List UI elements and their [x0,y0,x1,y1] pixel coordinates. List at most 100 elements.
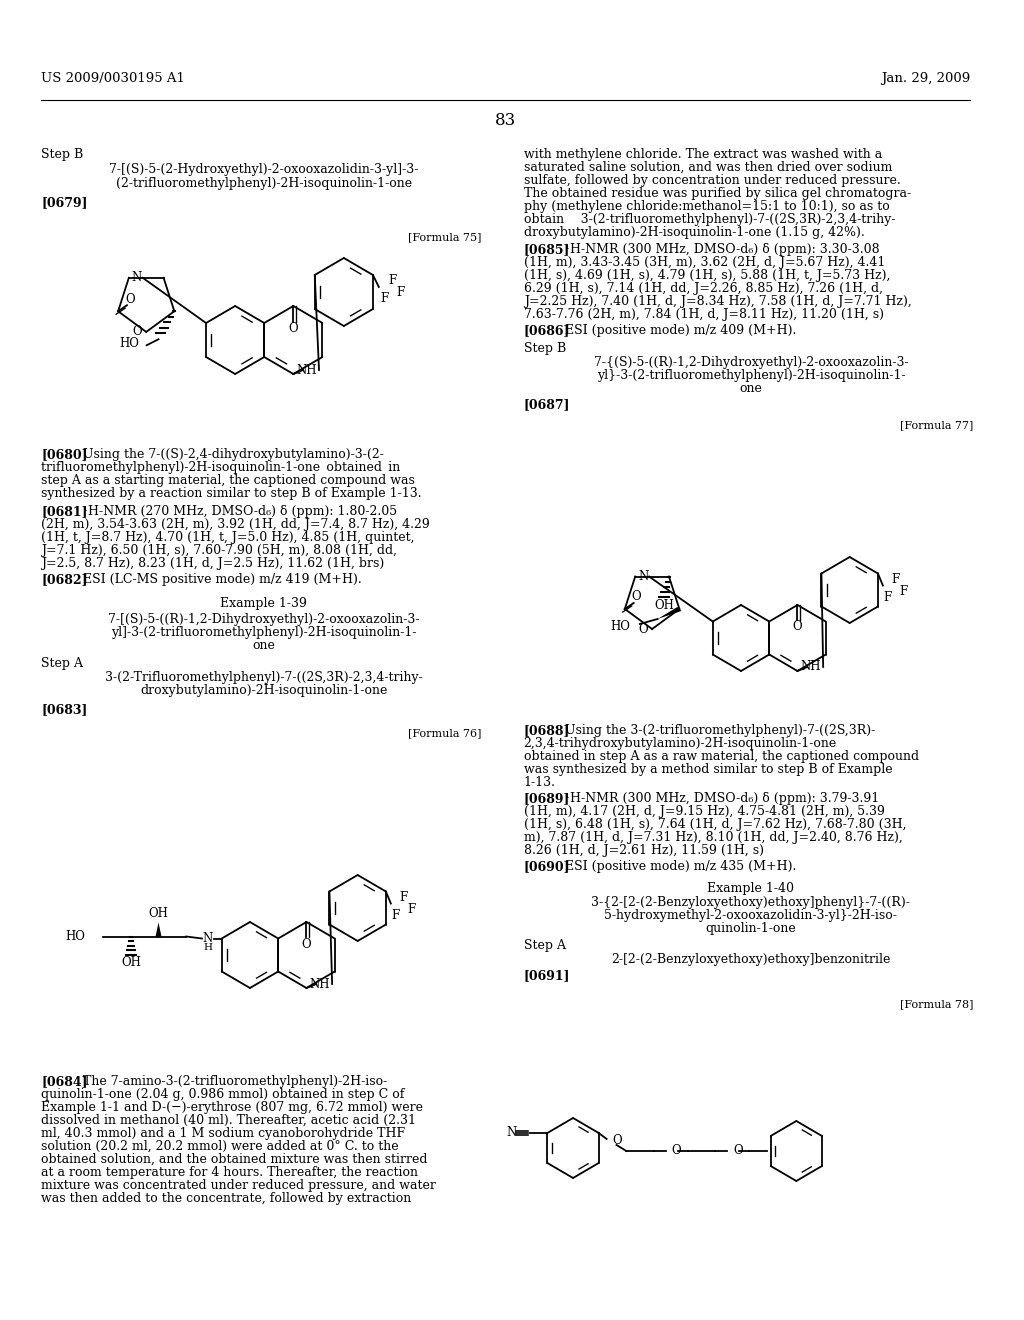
Text: m), 7.87 (1H, d, J=7.31 Hz), 8.10 (1H, dd, J=2.40, 8.76 Hz),: m), 7.87 (1H, d, J=7.31 Hz), 8.10 (1H, d… [523,832,902,843]
Text: [0682]: [0682] [42,573,88,586]
Text: HO: HO [610,620,630,634]
Text: at a room temperature for 4 hours. Thereafter, the reaction: at a room temperature for 4 hours. There… [42,1166,419,1179]
Text: [0689]: [0689] [523,792,570,805]
Text: F: F [408,903,416,916]
Text: phy (methylene chloride:methanol=15:1 to 10:1), so as to: phy (methylene chloride:methanol=15:1 to… [523,201,890,213]
Text: J=2.5, 8.7 Hz), 8.23 (1H, d, J=2.5 Hz), 11.62 (1H, brs): J=2.5, 8.7 Hz), 8.23 (1H, d, J=2.5 Hz), … [42,557,385,570]
Text: solution (20.2 ml, 20.2 mmol) were added at 0° C. to the: solution (20.2 ml, 20.2 mmol) were added… [42,1140,399,1152]
Text: F: F [381,293,389,305]
Text: [Formula 75]: [Formula 75] [408,232,481,242]
Text: NH: NH [800,660,820,673]
Text: N: N [203,932,213,945]
Text: O: O [638,623,648,635]
Text: OH: OH [121,956,140,969]
Text: ¹H-NMR (270 MHz, DMSO-d₆) δ (ppm): 1.80-2.05: ¹H-NMR (270 MHz, DMSO-d₆) δ (ppm): 1.80-… [83,506,397,517]
Text: was synthesized by a method similar to step B of Example: was synthesized by a method similar to s… [523,763,892,776]
Text: synthesized by a reaction similar to step B of Example 1-13.: synthesized by a reaction similar to ste… [42,487,422,500]
Text: ml, 40.3 mmol) and a 1 M sodium cyanoborohydride THF: ml, 40.3 mmol) and a 1 M sodium cyanobor… [42,1127,406,1140]
Text: N: N [638,570,648,583]
Text: Step A: Step A [42,657,84,671]
Text: [0687]: [0687] [523,399,570,411]
Text: ESI (positive mode) m/z 409 (M+H).: ESI (positive mode) m/z 409 (M+H). [565,323,797,337]
Text: droxybutylamino)-2H-isoquinolin-1-one (1.15 g, 42%).: droxybutylamino)-2H-isoquinolin-1-one (1… [523,226,864,239]
Text: N: N [507,1126,517,1139]
Text: obtain  3-(2-trifluoromethylphenyl)-7-((2S,3R)-2,3,4-trihy-: obtain 3-(2-trifluoromethylphenyl)-7-((2… [523,213,895,226]
Text: F: F [892,573,900,586]
Text: obtained in step A as a raw material, the captioned compound: obtained in step A as a raw material, th… [523,750,919,763]
Text: [0680]: [0680] [42,447,88,461]
Text: [0691]: [0691] [523,969,570,982]
Text: [Formula 78]: [Formula 78] [900,999,973,1008]
Text: (1H, s), 4.69 (1H, s), 4.79 (1H, s), 5.88 (1H, t, J=5.73 Hz),: (1H, s), 4.69 (1H, s), 4.79 (1H, s), 5.8… [523,269,890,282]
Text: F: F [884,591,892,605]
Text: step A as a starting material, the captioned compound was: step A as a starting material, the capti… [42,474,416,487]
Text: H: H [204,942,212,952]
Text: Using the 3-(2-trifluoromethylphenyl)-7-((2S,3R)-: Using the 3-(2-trifluoromethylphenyl)-7-… [565,723,876,737]
Text: O: O [132,326,142,338]
Text: F: F [399,891,408,904]
Text: HO: HO [66,931,85,942]
Text: Example 1-39: Example 1-39 [220,597,307,610]
Text: NH: NH [309,978,330,990]
Text: The obtained residue was purified by silica gel chromatogra-: The obtained residue was purified by sil… [523,187,910,201]
Text: 7-[(S)-5-((R)-1,2-Dihydroxyethyl)-2-oxooxazolin-3-: 7-[(S)-5-((R)-1,2-Dihydroxyethyl)-2-oxoo… [109,612,420,626]
Text: 5-hydroxymethyl-2-oxooxazolidin-3-yl}-2H-iso-: 5-hydroxymethyl-2-oxooxazolidin-3-yl}-2H… [604,909,897,921]
Text: [0685]: [0685] [523,243,570,256]
Text: yl]-3-(2-trifluoromethylphenyl)-2H-isoquinolin-1-: yl]-3-(2-trifluoromethylphenyl)-2H-isoqu… [111,626,417,639]
Text: NH: NH [296,363,316,376]
Text: OH: OH [654,599,674,612]
Text: trifluoromethylphenyl)-2H-isoquinolin-1-one obtained in: trifluoromethylphenyl)-2H-isoquinolin-1-… [42,461,400,474]
Text: [0686]: [0686] [523,323,570,337]
Text: Example 1-1 and D-(−)-erythrose (807 mg, 6.72 mmol) were: Example 1-1 and D-(−)-erythrose (807 mg,… [42,1101,424,1114]
Text: Example 1-40: Example 1-40 [708,882,795,895]
Text: droxybutylamino)-2H-isoquinolin-1-one: droxybutylamino)-2H-isoquinolin-1-one [140,684,387,697]
Text: (2-trifluoromethylphenyl)-2H-isoquinolin-1-one: (2-trifluoromethylphenyl)-2H-isoquinolin… [116,177,412,190]
Text: HO: HO [119,337,139,350]
Text: O: O [125,293,135,306]
Text: saturated saline solution, and was then dried over sodium: saturated saline solution, and was then … [523,161,892,174]
Text: 8.26 (1H, d, J=2.61 Hz), 11.59 (1H, s): 8.26 (1H, d, J=2.61 Hz), 11.59 (1H, s) [523,843,764,857]
Text: (1H, t, J=8.7 Hz), 4.70 (1H, t, J=5.0 Hz), 4.85 (1H, quintet,: (1H, t, J=8.7 Hz), 4.70 (1H, t, J=5.0 Hz… [42,531,415,544]
Text: 83: 83 [496,112,516,129]
Text: N: N [132,272,142,284]
Text: O: O [793,620,802,634]
Text: Step B: Step B [42,148,84,161]
Text: [Formula 77]: [Formula 77] [900,420,973,430]
Text: [0690]: [0690] [523,861,570,873]
Text: 3-{2-[2-(2-Benzyloxyethoxy)ethoxy]phenyl}-7-((R)-: 3-{2-[2-(2-Benzyloxyethoxy)ethoxy]phenyl… [592,896,910,909]
Text: [0684]: [0684] [42,1074,88,1088]
Text: (2H, m), 3.54-3.63 (2H, m), 3.92 (1H, dd, J=7.4, 8.7 Hz), 4.29: (2H, m), 3.54-3.63 (2H, m), 3.92 (1H, dd… [42,517,430,531]
Polygon shape [156,923,162,936]
Text: O: O [632,590,641,603]
Text: 7.63-7.76 (2H, m), 7.84 (1H, d, J=8.11 Hz), 11.20 (1H, s): 7.63-7.76 (2H, m), 7.84 (1H, d, J=8.11 H… [523,308,884,321]
Text: [Formula 76]: [Formula 76] [408,729,481,738]
Text: Step A: Step A [523,939,565,952]
Text: (1H, s), 6.48 (1H, s), 7.64 (1H, d, J=7.62 Hz), 7.68-7.80 (3H,: (1H, s), 6.48 (1H, s), 7.64 (1H, d, J=7.… [523,818,906,832]
Text: F: F [396,286,404,300]
Text: [0679]: [0679] [42,195,88,209]
Text: ESI (positive mode) m/z 435 (M+H).: ESI (positive mode) m/z 435 (M+H). [565,861,797,873]
Polygon shape [657,607,681,619]
Text: J=7.1 Hz), 6.50 (1H, s), 7.60-7.90 (5H, m), 8.08 (1H, dd,: J=7.1 Hz), 6.50 (1H, s), 7.60-7.90 (5H, … [42,544,397,557]
Text: ¹H-NMR (300 MHz, DMSO-d₆) δ (ppm): 3.30-3.08: ¹H-NMR (300 MHz, DMSO-d₆) δ (ppm): 3.30-… [565,243,880,256]
Text: obtained solution, and the obtained mixture was then stirred: obtained solution, and the obtained mixt… [42,1152,428,1166]
Text: 1-13.: 1-13. [523,776,556,789]
Text: 6.29 (1H, s), 7.14 (1H, dd, J=2.26, 8.85 Hz), 7.26 (1H, d,: 6.29 (1H, s), 7.14 (1H, dd, J=2.26, 8.85… [523,282,883,294]
Text: F: F [899,585,907,598]
Text: Using the 7-((S)-2,4-dihydroxybutylamino)-3-(2-: Using the 7-((S)-2,4-dihydroxybutylamino… [83,447,384,461]
Text: F: F [388,275,397,288]
Text: J=2.25 Hz), 7.40 (1H, d, J=8.34 Hz), 7.58 (1H, d, J=7.71 Hz),: J=2.25 Hz), 7.40 (1H, d, J=8.34 Hz), 7.5… [523,294,911,308]
Text: F: F [391,909,400,921]
Text: mixture was concentrated under reduced pressure, and water: mixture was concentrated under reduced p… [42,1179,436,1192]
Text: quinolin-1-one: quinolin-1-one [706,921,797,935]
Text: O: O [733,1144,742,1158]
Text: US 2009/0030195 A1: US 2009/0030195 A1 [42,73,185,84]
Text: quinolin-1-one (2.04 g, 0.986 mmol) obtained in step C of: quinolin-1-one (2.04 g, 0.986 mmol) obta… [42,1088,404,1101]
Text: O: O [612,1134,623,1147]
Text: (1H, m), 3.43-3.45 (3H, m), 3.62 (2H, d, J=5.67 Hz), 4.41: (1H, m), 3.43-3.45 (3H, m), 3.62 (2H, d,… [523,256,885,269]
Text: OH: OH [148,907,168,920]
Text: O: O [302,937,311,950]
Text: The 7-amino-3-(2-trifluoromethylphenyl)-2H-iso-: The 7-amino-3-(2-trifluoromethylphenyl)-… [83,1074,387,1088]
Text: O: O [289,322,298,335]
Text: [0688]: [0688] [523,723,570,737]
